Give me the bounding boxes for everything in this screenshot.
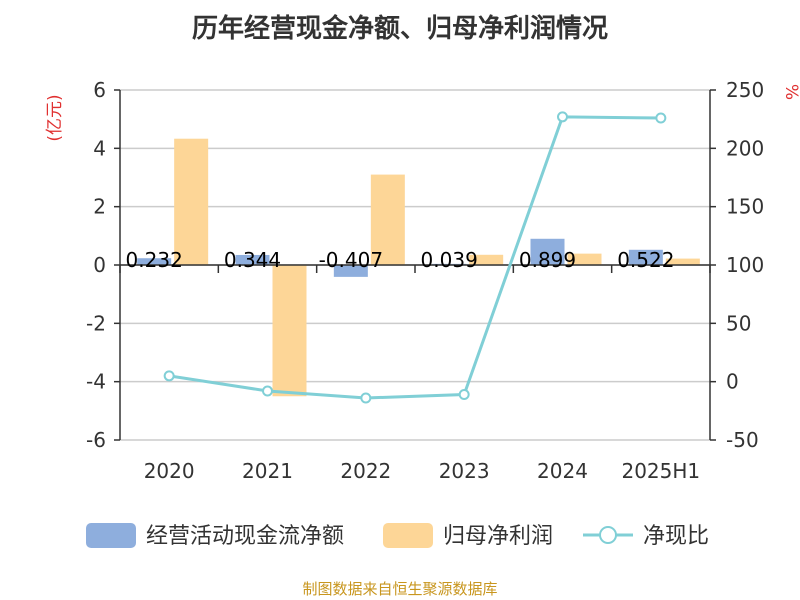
right-axis-tick-label: 200 <box>726 136 764 160</box>
cashflow-bar <box>628 249 663 265</box>
net-profit-bar <box>370 174 405 265</box>
source-note: 制图数据来自恒生聚源数据库 <box>302 580 498 598</box>
ratio-line <box>168 115 661 400</box>
net-profit-bar <box>665 258 700 265</box>
legend[interactable]: 经营活动现金流净额 归母净利润 净现比 <box>86 523 709 549</box>
legend-swatch <box>383 523 433 548</box>
ratio-line-layer <box>163 111 667 404</box>
ratio-point <box>163 370 175 382</box>
left-axis-tick-label: -4 <box>86 370 106 394</box>
left-axis-tick-label: 6 <box>93 78 106 102</box>
x-axis-tick-label: 2024 <box>537 459 588 483</box>
axes: 6 4 2 0 -2 -4 -6 250 200 150 100 50 0 -50 (亿元)% 2020 202… <box>45 78 800 483</box>
x-axis-tick-label: 2021 <box>242 459 293 483</box>
bar-layer <box>137 138 700 397</box>
left-axis-tick-label: 4 <box>93 136 106 160</box>
left-axis-tick-label: 2 <box>93 195 106 219</box>
ratio-point <box>360 392 372 404</box>
chart-title: 历年经营现金净额、归母净利润情况 <box>191 14 608 44</box>
right-axis-tick-label: 150 <box>726 195 764 219</box>
net-profit-bar <box>469 254 504 265</box>
cashflow-data-label: 0.232 <box>126 248 183 272</box>
legend-swatch <box>86 523 136 548</box>
cashflow-data-label: -0.407 <box>319 248 383 272</box>
cashflow-data-label: 0.522 <box>617 248 674 272</box>
legend-marker <box>599 526 617 544</box>
cashflow-data-label: 0.899 <box>519 248 576 272</box>
cashflow-bar <box>235 254 270 265</box>
ratio-point <box>458 389 470 400</box>
ratio-point <box>262 385 273 397</box>
cashflow-bar <box>530 238 565 265</box>
x-axis-tick-label: 2023 <box>439 459 490 483</box>
right-axis-tick-label: 0 <box>726 370 739 394</box>
left-axis-tick-label: -2 <box>86 311 106 335</box>
legend-label: 经营活动现金流净额 <box>146 524 344 549</box>
x-axis-tick-label: 2022 <box>340 459 391 483</box>
left-axis-tick-label: -6 <box>86 428 106 452</box>
x-axis-tick-label: 2020 <box>144 459 195 483</box>
net-profit-bar <box>174 138 209 265</box>
ratio-point <box>655 112 667 124</box>
cashflow-bar <box>333 265 368 277</box>
left-axis-label: (亿元) <box>45 94 65 141</box>
legend-label: 净现比 <box>643 524 709 549</box>
data-labels: 0.232 0.344 -0.407 0.039 0.899 0.522 <box>126 248 675 272</box>
right-axis-tick-label: 100 <box>726 253 764 277</box>
cashflow-data-label: 0.039 <box>421 248 478 272</box>
ratio-point <box>557 111 568 123</box>
right-axis-tick-label: 50 <box>726 311 751 335</box>
right-axis-label: % <box>781 84 800 100</box>
cashflow-bar <box>137 258 172 265</box>
net-profit-bar <box>272 265 307 397</box>
x-axis-tick-label: 2025H1 <box>621 459 700 483</box>
left-axis-tick-label: 0 <box>93 253 106 277</box>
legend-label: 归母净利润 <box>443 524 553 549</box>
right-axis-tick-label: -50 <box>726 428 759 452</box>
cashflow-data-label: 0.344 <box>224 248 281 272</box>
net-profit-bar <box>567 253 602 265</box>
right-axis-tick-label: 250 <box>726 78 764 102</box>
